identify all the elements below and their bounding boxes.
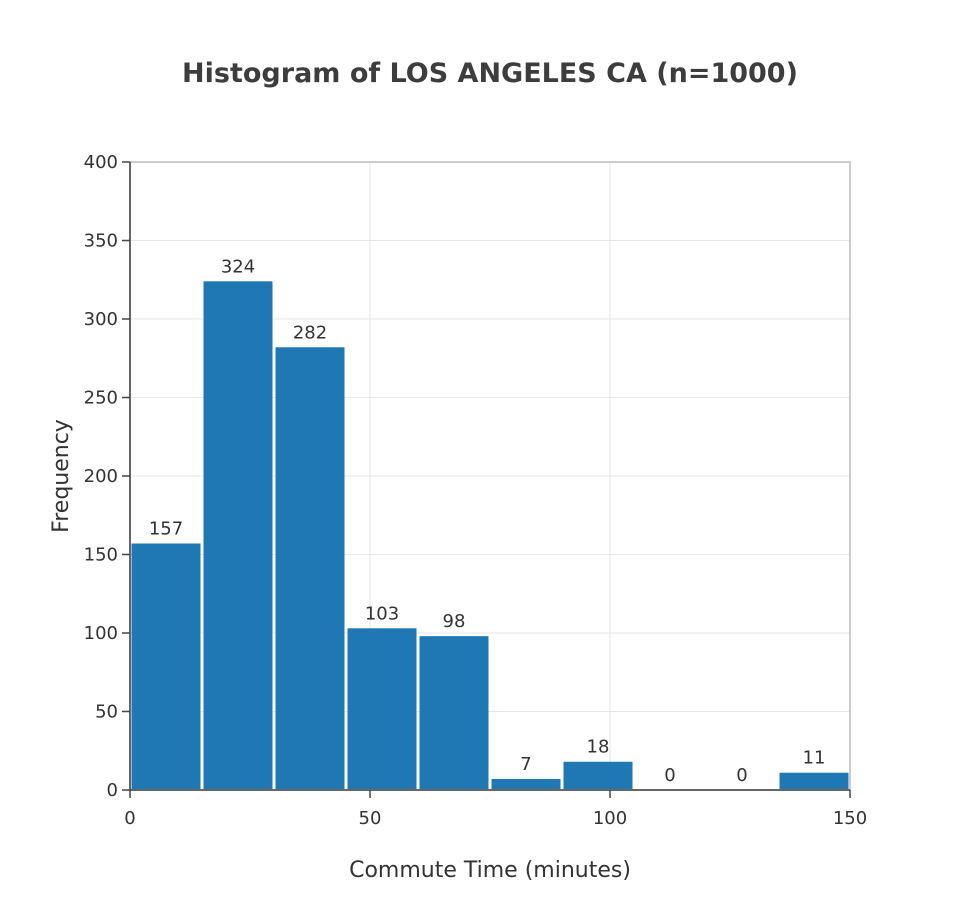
axis-layer: 0 50 100 150 200 250 300 350 400 0 50 100 150	[84, 152, 868, 829]
bar-value-label: 157	[149, 519, 183, 540]
y-tick-label: 200	[84, 466, 118, 487]
chart-title: Histogram of LOS ANGELES CA (n=1000)	[182, 58, 798, 89]
histogram-bar	[131, 543, 201, 790]
x-tick-label: 150	[833, 808, 867, 829]
y-tick-label: 250	[84, 388, 118, 409]
bar-value-label: 98	[443, 611, 466, 632]
x-tick-label: 50	[359, 808, 382, 829]
y-tick-label: 100	[84, 623, 118, 644]
bar-value-label: 0	[664, 765, 675, 786]
bar-layer	[131, 281, 849, 790]
x-axis-title: Commute Time (minutes)	[349, 858, 631, 883]
x-tick-label: 100	[593, 808, 627, 829]
y-tick-label: 300	[84, 309, 118, 330]
y-tick-label: 150	[84, 545, 118, 566]
histogram-bar	[419, 636, 489, 790]
histogram-bar	[347, 628, 417, 790]
bar-value-label: 282	[293, 322, 327, 343]
histogram-bar	[491, 779, 561, 790]
bar-value-label: 11	[803, 748, 826, 769]
bar-value-label: 103	[365, 603, 399, 624]
bar-value-label: 18	[587, 737, 610, 758]
y-tick-label: 0	[107, 780, 118, 801]
y-tick-label: 350	[84, 231, 118, 252]
y-tick-label: 400	[84, 152, 118, 173]
y-axis-title: Frequency	[49, 419, 74, 533]
histogram-bar	[779, 772, 849, 790]
y-tick-label: 50	[95, 702, 118, 723]
x-tick-label: 0	[124, 808, 135, 829]
bar-label-layer: 157 324 282 103 98 7 18 0 0 11	[149, 256, 826, 786]
histogram-bar	[203, 281, 273, 790]
bar-value-label: 7	[520, 754, 531, 775]
bar-value-label: 0	[736, 765, 747, 786]
histogram-bar	[275, 347, 345, 790]
histogram-bar	[563, 761, 633, 790]
bar-value-label: 324	[221, 256, 255, 277]
